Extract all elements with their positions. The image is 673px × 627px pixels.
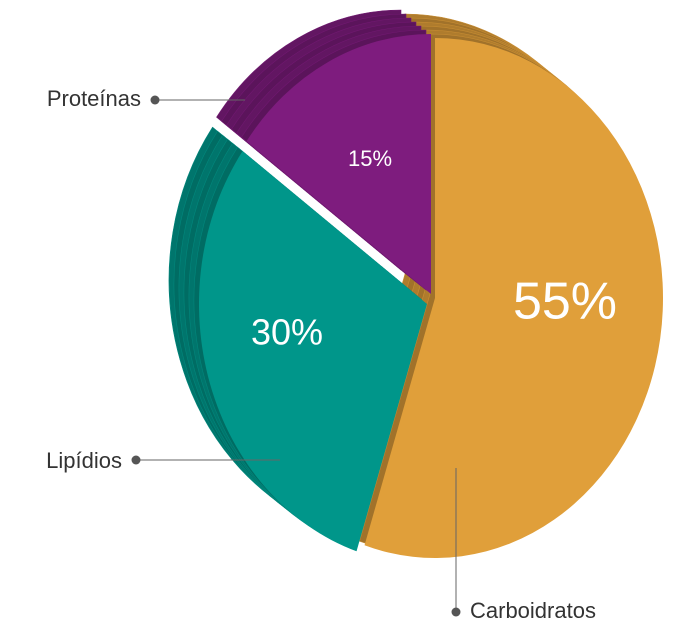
slice: [246, 34, 431, 294]
category-label: Carboidratos: [470, 598, 596, 623]
value-label: 30%: [251, 312, 323, 353]
leader-dot: [150, 95, 160, 105]
slice: [199, 151, 427, 552]
value-label: 15%: [348, 146, 392, 171]
category-label: Proteínas: [47, 86, 141, 111]
value-label: 55%: [513, 273, 617, 331]
category-label: Lipídios: [46, 448, 122, 473]
slice: [364, 38, 664, 558]
leader-dot: [131, 455, 141, 465]
leader-dot: [451, 607, 461, 617]
